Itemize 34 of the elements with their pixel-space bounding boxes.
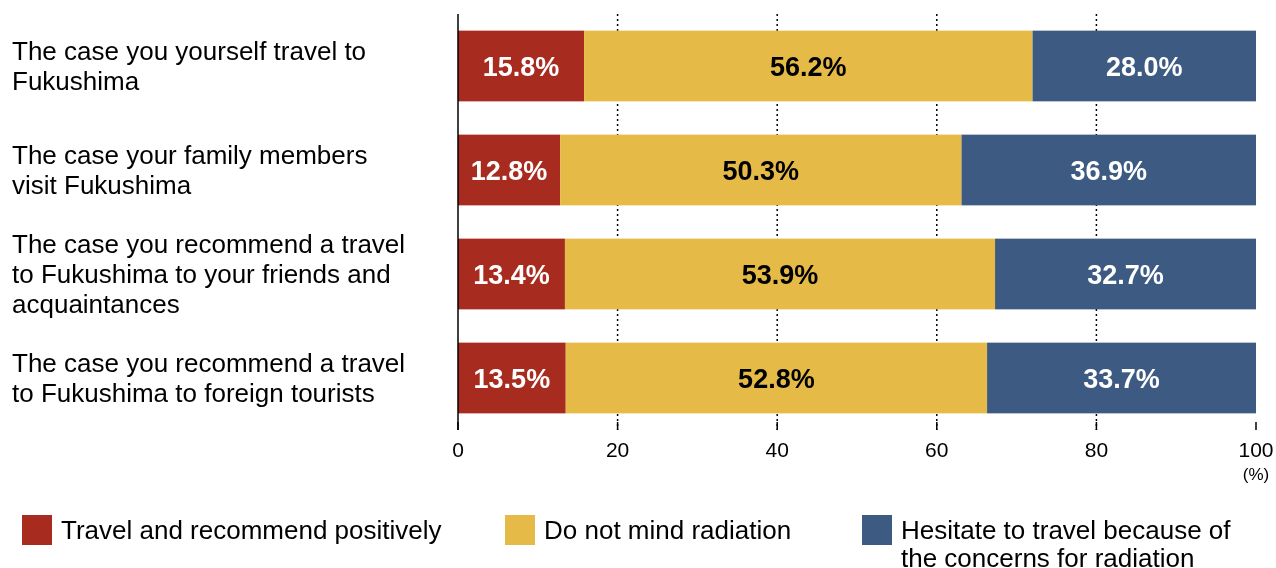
data-label: 36.9% bbox=[1070, 155, 1148, 186]
bar bbox=[584, 30, 1033, 102]
data-label: 15.8% bbox=[482, 51, 560, 82]
x-tick-label: 100 bbox=[1238, 438, 1274, 461]
x-tick-label: 80 bbox=[1084, 438, 1109, 461]
bar bbox=[560, 134, 962, 206]
data-label: 33.7% bbox=[1083, 363, 1160, 394]
y-tick-label: The case you yourself travel to Fukushima bbox=[12, 36, 367, 97]
data-label: 53.9% bbox=[741, 259, 819, 290]
y-tick-label: The case you recommend a travel to Fukushima to foreign tourists bbox=[12, 348, 406, 409]
bar bbox=[995, 238, 1256, 310]
data-label: 56.2% bbox=[770, 51, 847, 82]
bar bbox=[565, 342, 988, 414]
y-tick-label: The case your family members visit Fukushima bbox=[12, 140, 368, 201]
x-tick-label: 0 bbox=[452, 438, 464, 461]
data-label: 52.8% bbox=[738, 363, 815, 394]
legend-label: Hesitate to travel because of the concerns for radiation bbox=[901, 515, 1232, 568]
x-axis-title: (%) bbox=[1242, 465, 1270, 484]
bar bbox=[987, 342, 1256, 414]
data-label: 13.5% bbox=[473, 363, 551, 394]
bar bbox=[1032, 30, 1256, 102]
legend-label: Travel and recommend positively bbox=[61, 515, 442, 546]
data-label: 50.3% bbox=[722, 155, 800, 186]
data-label: 32.7% bbox=[1087, 259, 1164, 290]
x-tick-label: 20 bbox=[605, 438, 630, 461]
data-label: 12.8% bbox=[470, 155, 548, 186]
bar bbox=[961, 134, 1256, 206]
data-label: 13.4% bbox=[473, 259, 550, 290]
bar bbox=[564, 238, 996, 310]
y-tick-label: The case you recommend a travel to Fukushima to your friends and acquaintances bbox=[12, 229, 406, 320]
x-tick-label: 60 bbox=[925, 438, 949, 461]
data-label: 28.0% bbox=[1106, 51, 1183, 82]
x-tick-label: 40 bbox=[765, 438, 789, 461]
legend-label: Do not mind radiation bbox=[544, 515, 792, 546]
